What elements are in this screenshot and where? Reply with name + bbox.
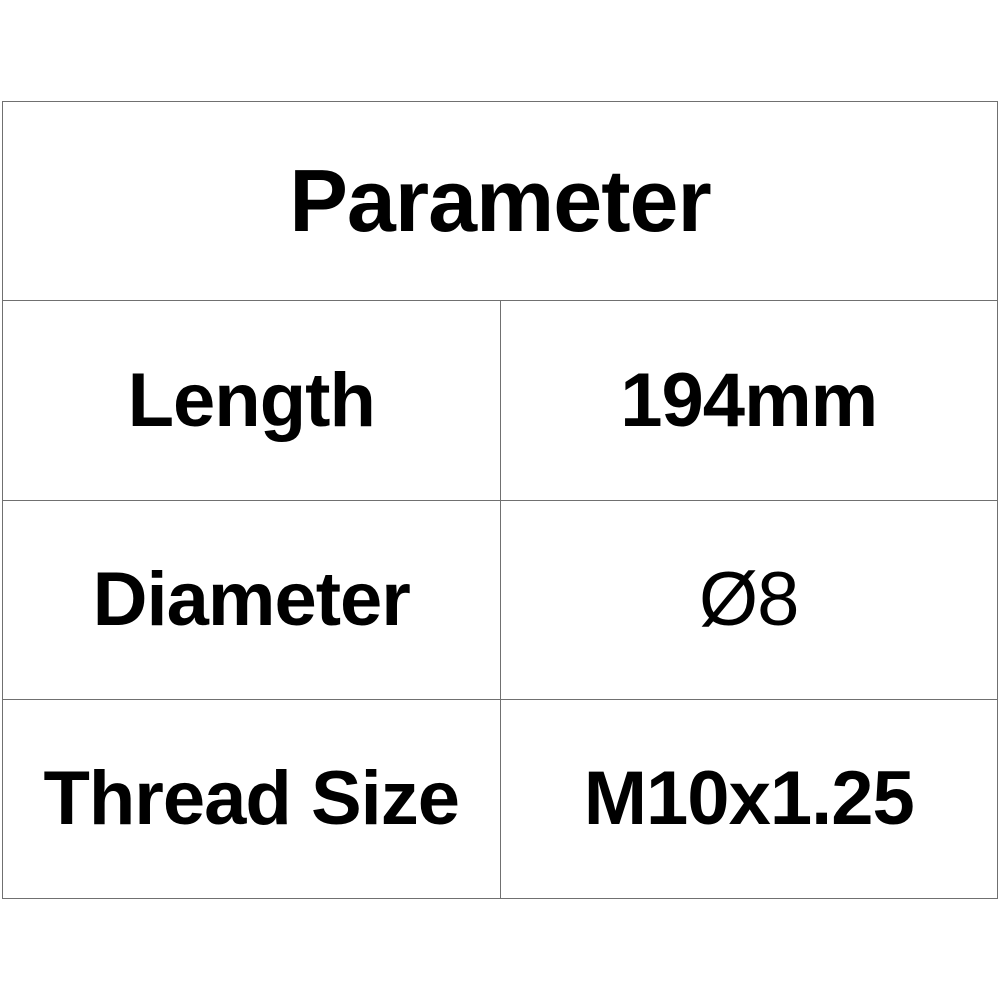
row-value: 194mm: [499, 300, 998, 501]
row-label: Length: [2, 300, 501, 501]
table-row: Diameter Ø8: [2, 499, 998, 700]
table-row: Thread Size M10x1.25: [2, 698, 998, 900]
table-row: Length 194mm: [2, 300, 998, 501]
parameter-table: Parameter Length 194mm Diameter Ø8 Threa…: [2, 100, 998, 900]
row-value: M10x1.25: [499, 698, 998, 900]
row-label: Thread Size: [2, 698, 501, 900]
header-row: Parameter: [2, 100, 998, 302]
row-label: Diameter: [2, 499, 501, 700]
table-header: Parameter: [2, 100, 998, 302]
row-value: Ø8: [499, 499, 998, 700]
